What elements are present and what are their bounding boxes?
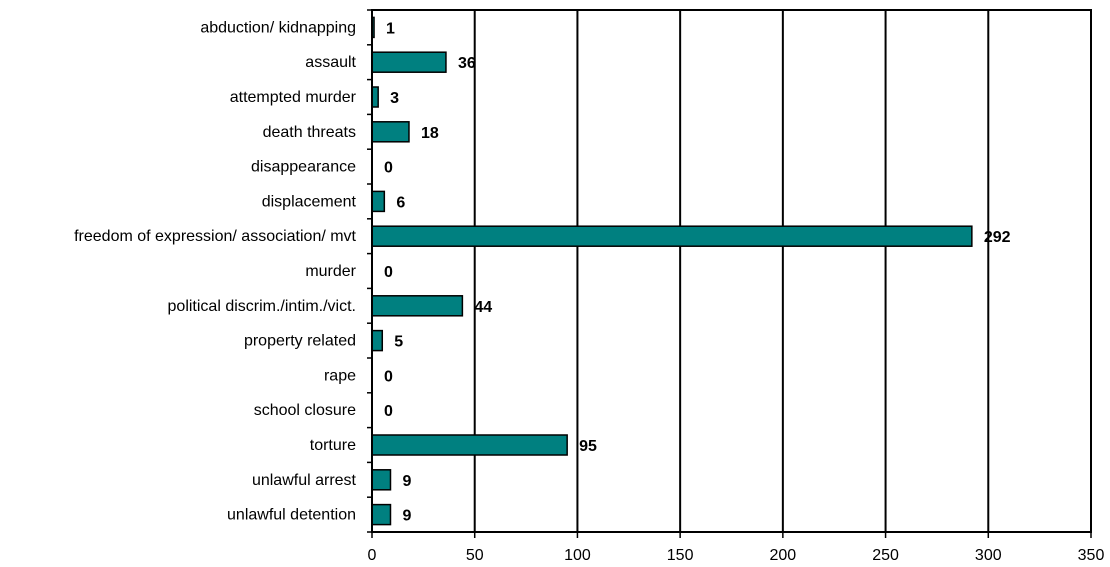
data-label: 6 xyxy=(396,194,405,211)
bars-group xyxy=(371,16,973,526)
data-label: 18 xyxy=(421,125,439,142)
data-label: 9 xyxy=(402,508,411,525)
bar xyxy=(371,225,973,247)
data-label: 36 xyxy=(458,55,476,72)
x-tick-label: 200 xyxy=(770,547,797,564)
bar xyxy=(371,434,568,456)
data-label: 95 xyxy=(579,438,597,455)
category-label: displacement xyxy=(262,193,357,210)
category-labels-group: abduction/ kidnapping assault attempted mu… xyxy=(74,9,372,533)
bar xyxy=(371,51,447,73)
x-axis: 0 50 100 150 200 250 300 350 xyxy=(368,532,1105,564)
x-tick-label: 150 xyxy=(667,547,694,564)
category-label: abduction/ kidnapping xyxy=(200,19,356,36)
category-label: property related xyxy=(244,333,356,350)
category-label: school closure xyxy=(254,402,356,419)
plot-area-frame xyxy=(371,9,1092,533)
data-label: 0 xyxy=(384,160,393,177)
category-label: unlawful detention xyxy=(227,507,356,524)
category-label: freedom of expression/ association/ mvt xyxy=(74,228,356,245)
x-tick-label: 350 xyxy=(1078,547,1105,564)
bar xyxy=(371,469,392,491)
data-label: 1 xyxy=(386,20,395,37)
data-label: 292 xyxy=(984,229,1011,246)
x-tick-label: 300 xyxy=(975,547,1002,564)
x-tick-label: 0 xyxy=(368,547,377,564)
category-label: unlawful arrest xyxy=(252,472,357,489)
bar xyxy=(371,121,410,143)
data-label: 0 xyxy=(384,403,393,420)
bar xyxy=(371,295,464,317)
category-label: torture xyxy=(310,437,356,454)
data-label: 0 xyxy=(384,264,393,281)
x-tick-label: 50 xyxy=(466,547,484,564)
data-label: 5 xyxy=(394,334,403,351)
category-label: murder xyxy=(305,263,356,280)
category-label: disappearance xyxy=(251,159,356,176)
data-label: 44 xyxy=(474,299,492,316)
bar xyxy=(371,190,386,213)
data-label: 3 xyxy=(390,90,399,107)
data-label: 0 xyxy=(384,368,393,385)
category-label: political discrim./intim./vict. xyxy=(168,298,356,315)
category-label: assault xyxy=(305,54,356,71)
bar xyxy=(371,503,392,526)
category-label: death threats xyxy=(263,124,356,141)
category-label: rape xyxy=(324,367,356,384)
data-label: 9 xyxy=(402,473,411,490)
x-tick-label: 250 xyxy=(872,547,899,564)
category-label: attempted murder xyxy=(230,89,357,106)
bar xyxy=(371,329,384,352)
x-tick-label: 100 xyxy=(564,547,591,564)
